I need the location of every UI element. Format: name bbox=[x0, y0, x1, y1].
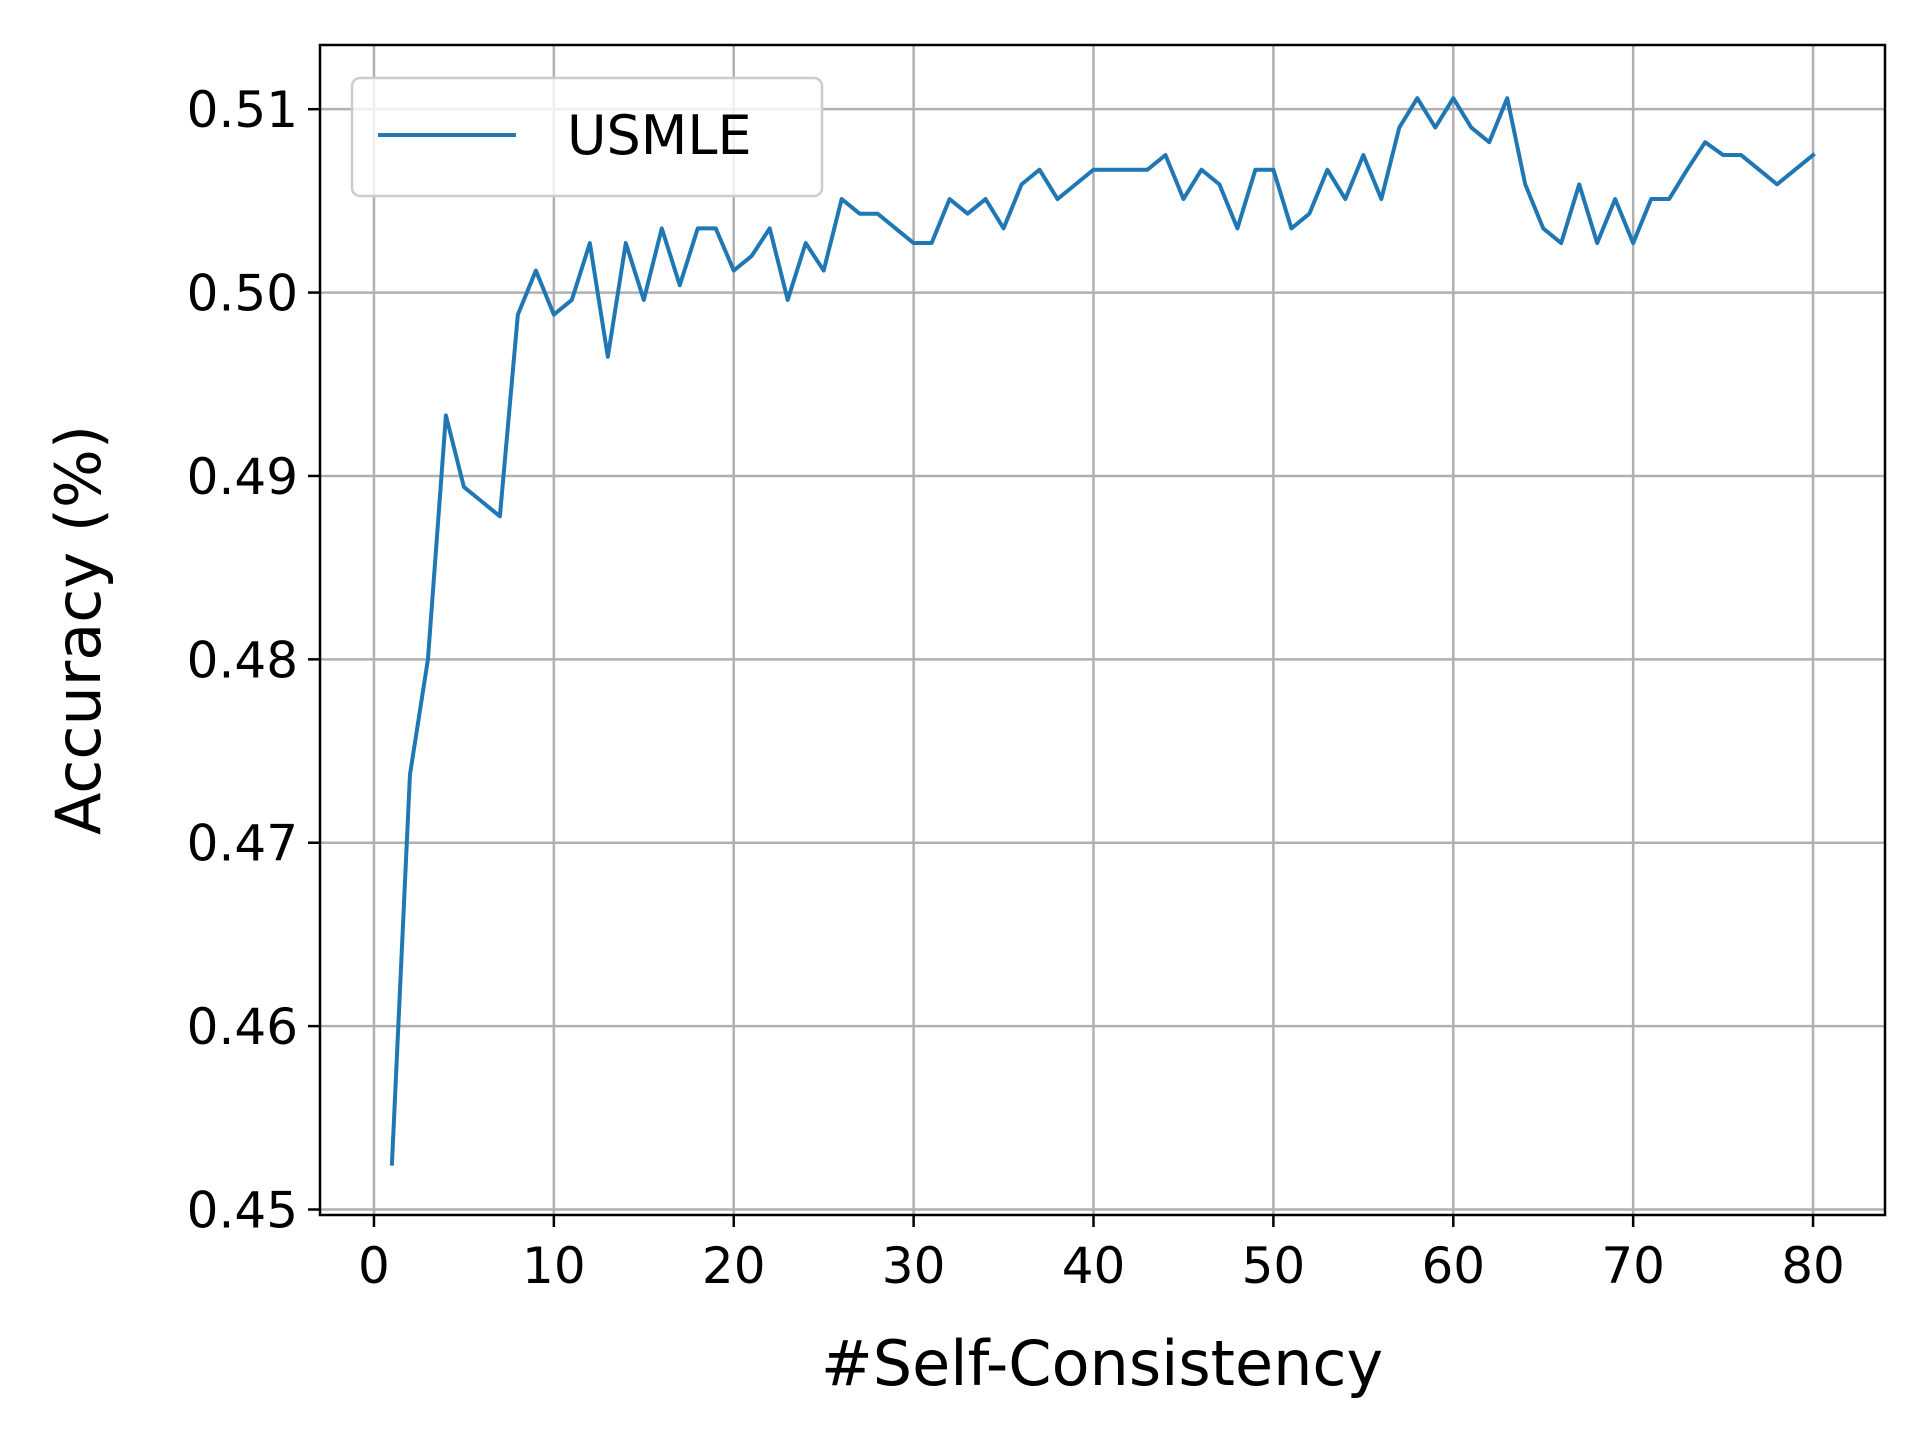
x-tick-label: 10 bbox=[522, 1237, 586, 1295]
x-tick-label: 50 bbox=[1242, 1237, 1306, 1295]
x-tick-label: 30 bbox=[882, 1237, 946, 1295]
y-tick-label: 0.51 bbox=[187, 81, 298, 139]
plot-frame bbox=[318, 43, 1887, 1217]
y-tick-label: 0.49 bbox=[187, 448, 298, 506]
axis-ticks: 0 10 20 30 40 50 60 70 80 0.45 0.46 0.47 0.48 0.49 0.5… bbox=[187, 81, 1845, 1295]
series-layer bbox=[389, 96, 1816, 1166]
legend-box bbox=[350, 76, 824, 198]
x-tick-label: 80 bbox=[1781, 1237, 1845, 1295]
y-axis-title: Accuracy (%) bbox=[42, 425, 115, 835]
x-tick-label: 70 bbox=[1601, 1237, 1665, 1295]
y-tick-label: 0.47 bbox=[187, 815, 298, 873]
x-axis-title: #Self-Consistency bbox=[821, 1327, 1383, 1400]
y-tick-label: 0.46 bbox=[187, 998, 298, 1056]
x-tick-label: 20 bbox=[702, 1237, 766, 1295]
legend: USMLE bbox=[350, 76, 824, 198]
legend-label-usmle: USMLE bbox=[567, 104, 752, 167]
x-tick-label: 40 bbox=[1062, 1237, 1126, 1295]
x-tick-label: 60 bbox=[1421, 1237, 1485, 1295]
x-tick-label: 0 bbox=[358, 1237, 390, 1295]
y-tick-label: 0.50 bbox=[187, 265, 298, 323]
series-line-usmle bbox=[389, 96, 1816, 1166]
y-tick-label: 0.45 bbox=[187, 1181, 298, 1239]
y-tick-label: 0.48 bbox=[187, 631, 298, 689]
